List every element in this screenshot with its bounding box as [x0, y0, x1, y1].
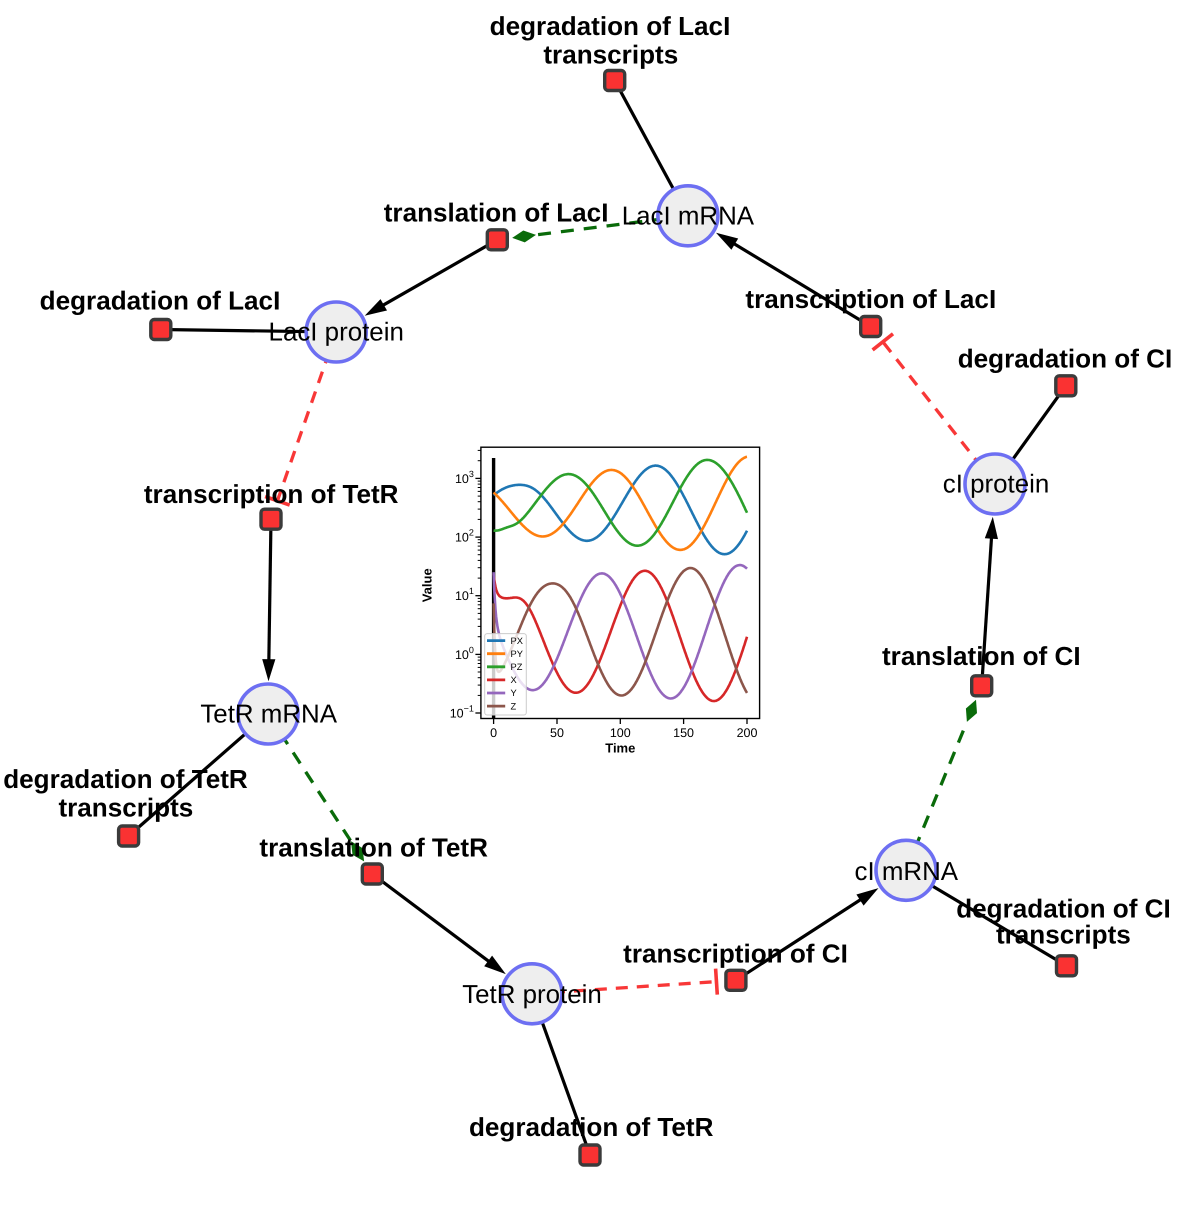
- svg-text:0: 0: [490, 726, 497, 740]
- svg-text:degradation of LacI: degradation of LacI: [490, 11, 731, 41]
- svg-text:50: 50: [550, 726, 564, 740]
- svg-text:100: 100: [610, 726, 631, 740]
- svg-text:LacI mRNA: LacI mRNA: [622, 202, 755, 230]
- svg-text:X: X: [511, 675, 517, 685]
- svg-text:PX: PX: [511, 636, 523, 646]
- svg-text:PY: PY: [511, 649, 523, 659]
- svg-text:cI mRNA: cI mRNA: [855, 858, 959, 886]
- svg-text:LacI protein: LacI protein: [269, 319, 404, 347]
- svg-text:degradation of TetR: degradation of TetR: [3, 764, 248, 794]
- svg-text:translation of CI: translation of CI: [882, 641, 1081, 671]
- svg-text:TetR protein: TetR protein: [462, 981, 602, 1009]
- svg-text:PZ: PZ: [511, 662, 523, 672]
- svg-text:degradation of CI: degradation of CI: [956, 893, 1171, 923]
- svg-text:degradation of LacI: degradation of LacI: [40, 286, 281, 316]
- svg-text:150: 150: [673, 726, 694, 740]
- svg-text:translation of TetR: translation of TetR: [259, 832, 488, 862]
- svg-text:200: 200: [737, 726, 758, 740]
- svg-text:transcription of CI: transcription of CI: [623, 939, 848, 969]
- svg-text:Time: Time: [605, 740, 635, 755]
- svg-text:Z: Z: [511, 701, 517, 711]
- svg-text:transcription of TetR: transcription of TetR: [144, 479, 399, 509]
- svg-text:cI protein: cI protein: [943, 471, 1050, 499]
- svg-text:transcription of LacI: transcription of LacI: [745, 284, 996, 314]
- svg-text:degradation of CI: degradation of CI: [958, 343, 1173, 373]
- svg-text:Value: Value: [420, 568, 435, 602]
- svg-text:transcripts: transcripts: [543, 39, 678, 69]
- svg-text:transcripts: transcripts: [58, 793, 193, 823]
- svg-text:TetR mRNA: TetR mRNA: [200, 701, 337, 729]
- svg-text:translation of LacI: translation of LacI: [384, 197, 609, 227]
- svg-text:Y: Y: [511, 688, 517, 698]
- svg-text:transcripts: transcripts: [996, 920, 1131, 950]
- svg-text:degradation of TetR: degradation of TetR: [469, 1112, 714, 1142]
